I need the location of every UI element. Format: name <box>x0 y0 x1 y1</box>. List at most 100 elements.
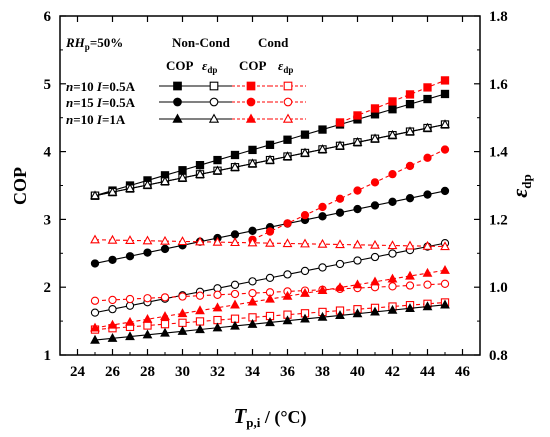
data-point <box>388 249 397 258</box>
data-point <box>335 259 345 269</box>
x-tick-label: 40 <box>350 364 365 380</box>
legend-eps-main-noncond: ε <box>202 58 208 73</box>
data-point <box>423 280 432 289</box>
legend-marker-sample <box>245 113 257 123</box>
legend-row-label-3: n=10 I=1A <box>66 112 126 127</box>
data-point <box>317 144 328 154</box>
data-point <box>387 129 398 139</box>
legend-marker-sample <box>246 81 256 91</box>
data-point <box>370 276 380 286</box>
data-point <box>282 315 293 325</box>
legend-marker-sample <box>246 97 256 107</box>
y-tick-label: 5 <box>44 77 52 93</box>
legend-row3-nval: =10 <box>73 112 97 127</box>
data-point <box>178 318 187 327</box>
y-tick-label: 1 <box>44 348 52 364</box>
data-point <box>212 165 223 175</box>
data-point <box>195 236 205 246</box>
data-point <box>195 324 205 334</box>
y2-tick-label: 0.8 <box>489 348 508 364</box>
data-point <box>405 161 415 171</box>
data-point <box>352 308 363 318</box>
data-point <box>388 197 397 206</box>
data-point <box>370 104 380 113</box>
data-point <box>335 140 345 150</box>
y2-axis-label: εdp <box>507 174 534 198</box>
data-point <box>352 136 363 146</box>
data-point <box>230 237 240 247</box>
y-tick-label: 3 <box>44 212 52 228</box>
data-point <box>353 256 362 265</box>
series-cond-eps-3 <box>90 234 450 251</box>
data-point <box>335 118 345 127</box>
x-tick-label: 26 <box>105 364 121 380</box>
data-point <box>212 236 223 246</box>
data-point <box>352 279 363 289</box>
data-point <box>405 270 415 280</box>
data-point <box>423 94 432 104</box>
data-point <box>318 125 327 134</box>
data-point <box>440 299 450 309</box>
data-point <box>405 126 415 136</box>
x-label-sub: p,i <box>246 415 260 430</box>
data-point <box>422 240 433 250</box>
data-point <box>370 133 380 143</box>
series-line <box>252 149 446 241</box>
data-point <box>247 237 258 247</box>
data-point <box>248 145 257 155</box>
legend-title-rest: =50% <box>90 35 123 50</box>
data-point <box>353 186 362 195</box>
data-point <box>247 318 258 328</box>
legend-marker-sample <box>172 113 183 123</box>
data-point <box>422 267 433 277</box>
data-point <box>335 310 345 320</box>
data-point <box>160 320 170 329</box>
series-cond-cop-3 <box>90 264 450 332</box>
y2-tick-label: 1.2 <box>489 212 508 228</box>
data-point <box>440 145 450 154</box>
legend-marker-sample <box>173 81 182 91</box>
data-point <box>422 301 433 311</box>
data-point <box>90 296 100 305</box>
data-point <box>423 83 432 92</box>
data-point <box>405 281 415 290</box>
data-point <box>213 290 222 299</box>
data-point <box>370 252 380 262</box>
legend-eps-sub-cond: dp <box>283 65 293 75</box>
legend-row2-i: I <box>96 95 103 110</box>
data-point <box>405 99 415 109</box>
x-tick-label: 42 <box>385 364 400 380</box>
data-point <box>90 322 100 332</box>
data-point <box>230 289 240 299</box>
series-layer <box>90 76 450 344</box>
legend-marker-sample <box>209 81 219 91</box>
legend-row-label-1: n=10 I=0.5A <box>66 79 136 94</box>
data-point <box>335 208 345 217</box>
data-point <box>335 194 345 203</box>
data-point <box>387 304 398 314</box>
legend-eps-main-cond: ε <box>278 58 284 73</box>
data-point <box>353 111 362 120</box>
data-point <box>143 248 152 257</box>
x-tick-label: 34 <box>245 364 261 380</box>
data-point <box>370 201 380 210</box>
data-point <box>405 240 415 250</box>
data-point <box>142 235 153 245</box>
legend-title-main: RH <box>65 35 86 50</box>
series-cond-cop-1 <box>335 76 450 127</box>
legend-col-cop-noncond: COP <box>166 58 194 73</box>
data-point <box>370 178 380 187</box>
data-point <box>405 303 415 312</box>
legend-col-cop-cond: COP <box>239 58 267 73</box>
series-non-cond-cop-3 <box>90 299 450 344</box>
data-point <box>160 327 170 337</box>
x-tick-label: 36 <box>280 364 296 380</box>
data-point <box>440 186 450 196</box>
data-point <box>300 288 310 297</box>
data-point <box>317 285 328 295</box>
data-point <box>283 270 292 279</box>
legend-title: RHp=50% <box>65 35 123 52</box>
data-point <box>125 252 135 261</box>
legend-row1-i: I <box>96 79 103 94</box>
data-point <box>440 76 450 85</box>
